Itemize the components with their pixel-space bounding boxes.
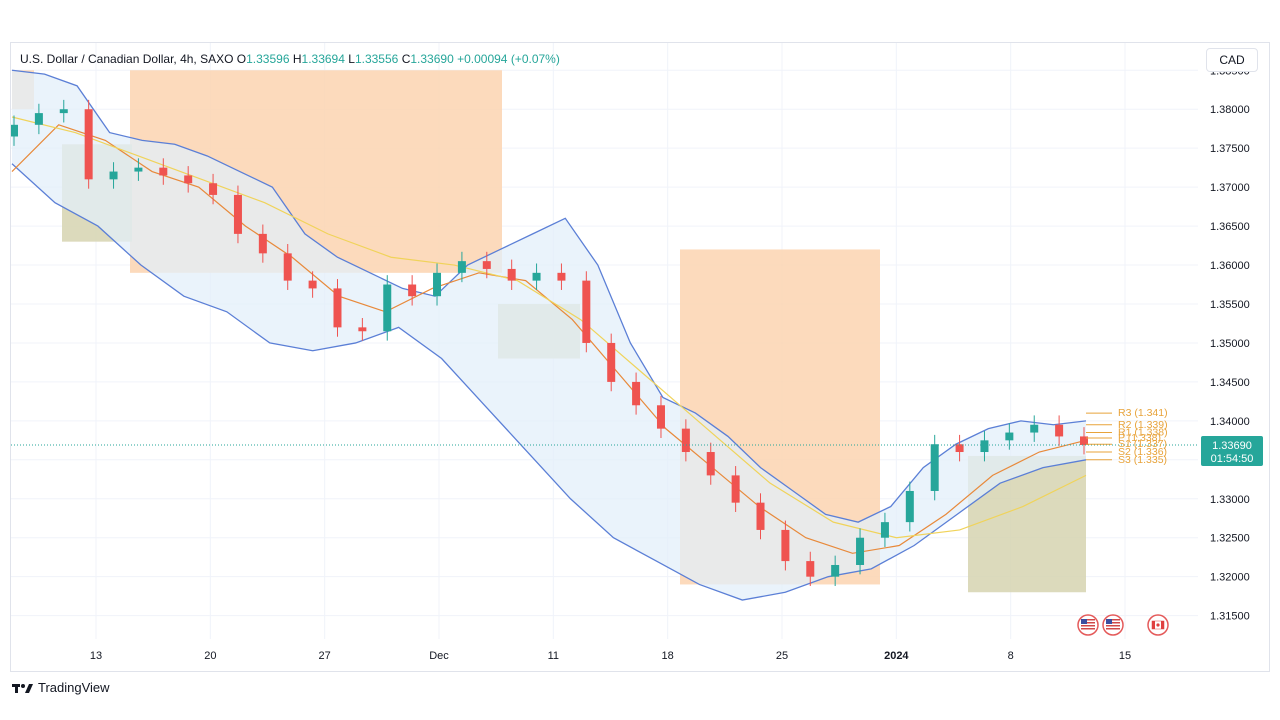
candle (880, 522, 889, 538)
y-tick-label: 1.36500 (1210, 221, 1250, 233)
y-tick-label: 1.34000 (1210, 416, 1250, 428)
candle (258, 233, 267, 254)
pivot-label: R2 (1.339) (1118, 419, 1168, 431)
brand-label: TradingView (38, 680, 110, 695)
x-tick-label: 15 (1119, 650, 1131, 662)
x-tick-label: 25 (776, 650, 788, 662)
candle (283, 253, 292, 281)
currency-button[interactable]: CAD (1206, 48, 1258, 72)
x-tick-label: 27 (319, 650, 331, 662)
candle (656, 405, 665, 429)
candle (383, 284, 392, 332)
upper-band-line (11, 69, 1087, 523)
chart-legend: U.S. Dollar / Canadian Dollar, 4h, SAXO … (20, 52, 560, 66)
y-tick-label: 1.36000 (1210, 260, 1250, 272)
x-tick-label: 2024 (884, 650, 909, 662)
candle (930, 444, 939, 491)
y-tick-label: 1.35500 (1210, 299, 1250, 311)
bollinger-fill (12, 70, 1086, 601)
candle (457, 261, 466, 273)
candle (557, 272, 566, 281)
candle (856, 537, 865, 565)
candle (532, 272, 541, 281)
x-tick-label: 13 (90, 650, 102, 662)
y-tick-label: 1.38000 (1210, 104, 1250, 116)
candle (731, 475, 740, 503)
pivot-label: S1 (1.337) (1118, 438, 1167, 450)
us-flag-icon[interactable] (1102, 614, 1124, 636)
candle (1030, 424, 1039, 433)
candle (109, 171, 118, 180)
pivot-label: R3 (1.341) (1118, 407, 1168, 419)
candle (1005, 432, 1014, 441)
candle (831, 564, 840, 577)
candle (482, 261, 491, 269)
close-label: C (401, 52, 411, 66)
candle (184, 175, 193, 184)
pivot-label: S3 (1.335) (1118, 454, 1167, 466)
x-tick-label: 8 (1008, 650, 1014, 662)
y-tick-label: 1.37500 (1210, 143, 1250, 155)
close-value: 1.33690 (410, 52, 454, 66)
price-label-value: 1.33690 (1212, 440, 1252, 452)
candle (209, 183, 218, 195)
x-tick-label: 11 (548, 650, 559, 662)
candle (681, 428, 690, 453)
tradingview-logo-icon (12, 683, 33, 693)
candle (358, 327, 367, 332)
canada-flag-icon[interactable] (1147, 614, 1169, 636)
candle (159, 167, 168, 176)
x-tick-label: 18 (662, 650, 674, 662)
open-label: O (236, 52, 247, 66)
y-tick-label: 1.32500 (1210, 533, 1250, 545)
candle (781, 529, 790, 562)
candle (233, 194, 242, 234)
tradingview-brand[interactable]: TradingView (12, 680, 110, 695)
candle (84, 109, 93, 180)
price-label-box (1201, 436, 1263, 467)
high-value: 1.33694 (301, 52, 345, 66)
candle (1055, 424, 1064, 437)
candle (333, 288, 342, 328)
pivot-label: P (1.338) (1118, 432, 1161, 444)
candle (134, 167, 143, 172)
y-tick-label: 1.32000 (1210, 572, 1250, 584)
lower-band-line (11, 163, 1087, 601)
y-tick-label: 1.31500 (1210, 611, 1250, 623)
symbol-title: U.S. Dollar / Canadian Dollar, 4h, SAXO (20, 52, 234, 66)
candle (756, 502, 765, 530)
candle (308, 280, 317, 289)
x-tick-label: Dec (429, 650, 449, 662)
y-tick-label: 1.35000 (1210, 338, 1250, 350)
candle (59, 109, 68, 114)
candle (34, 113, 43, 125)
pivot-label: S2 (1.336) (1118, 446, 1167, 458)
candle (1080, 436, 1088, 446)
price-label-countdown: 01:54:50 (1211, 453, 1254, 465)
y-tick-label: 1.37000 (1210, 182, 1250, 194)
open-value: 1.33596 (246, 52, 290, 66)
candle (11, 124, 18, 137)
pivot-label: R1 (1.338) (1118, 427, 1168, 439)
candle (607, 342, 616, 382)
candle (632, 381, 641, 406)
low-label: L (348, 52, 355, 66)
x-tick-label: 20 (204, 650, 216, 662)
candle (706, 452, 715, 476)
change-value: +0.00094 (+0.07%) (457, 52, 560, 66)
candle (507, 268, 516, 281)
candle (408, 284, 417, 297)
candle (806, 561, 815, 577)
low-value: 1.33556 (354, 52, 399, 66)
y-tick-label: 1.33000 (1210, 494, 1250, 506)
candle (433, 272, 442, 297)
us-flag-icon[interactable] (1077, 614, 1099, 636)
y-tick-label: 1.34500 (1210, 377, 1250, 389)
candle (980, 440, 989, 453)
candle (905, 490, 914, 523)
high-label: H (292, 52, 302, 66)
candle (582, 280, 591, 343)
candle (955, 444, 964, 453)
